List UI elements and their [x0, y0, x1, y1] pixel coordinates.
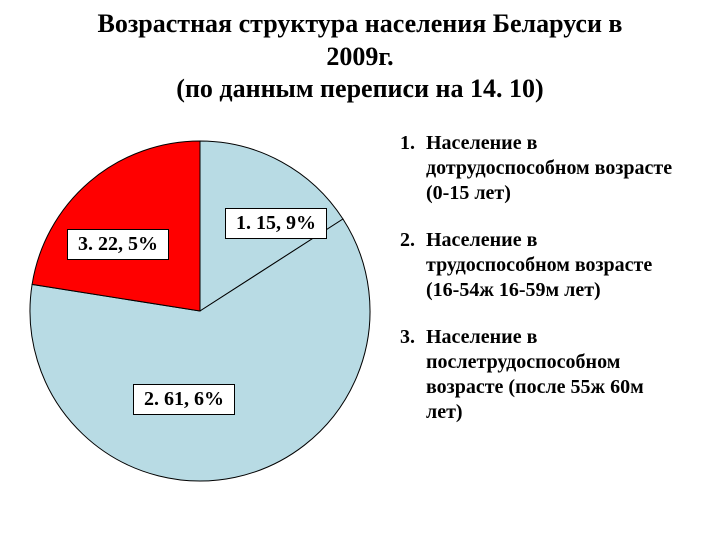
- pie-chart: 1. 15, 9% 2. 61, 6% 3. 22, 5%: [0, 116, 400, 516]
- legend-list: Население в дотрудоспособном возрасте (0…: [400, 131, 685, 425]
- content-row: 1. 15, 9% 2. 61, 6% 3. 22, 5% Население в …: [0, 116, 720, 516]
- pie-svg: [25, 136, 375, 486]
- chart-title: Возрастная структура населения Беларуси …: [0, 0, 720, 106]
- slice-label-1: 1. 15, 9%: [225, 208, 327, 239]
- legend: Население в дотрудоспособном возрасте (0…: [400, 116, 700, 516]
- legend-item-1: Население в дотрудоспособном возрасте (0…: [400, 131, 685, 206]
- slice-label-2: 2. 61, 6%: [133, 384, 235, 415]
- pie-slice-3: [32, 141, 200, 311]
- legend-item-3: Население в послетрудоспособном возрасте…: [400, 325, 685, 425]
- slice-label-3: 3. 22, 5%: [67, 229, 169, 260]
- title-line-3: (по данным переписи на 14. 10): [20, 73, 700, 106]
- title-line-1: Возрастная структура населения Беларуси …: [20, 8, 700, 41]
- legend-item-2: Население в трудоспособном возрасте (16-…: [400, 228, 685, 303]
- title-line-2: 2009г.: [20, 41, 700, 74]
